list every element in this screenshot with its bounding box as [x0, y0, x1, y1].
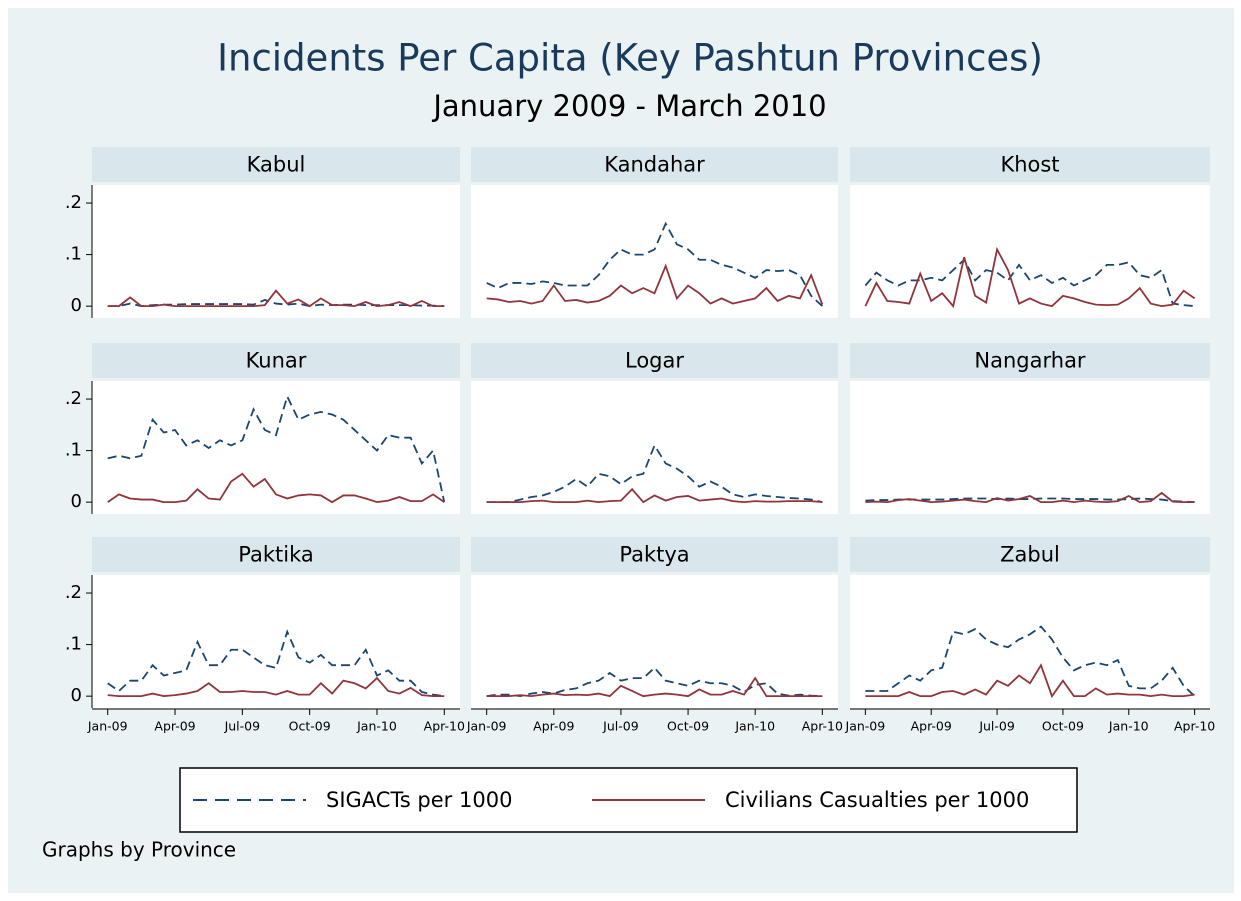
x-tick-label: Oct-09: [1042, 719, 1084, 734]
series-line: [486, 676, 823, 698]
panel-header: [92, 343, 460, 378]
panel-title: Zabul: [1000, 543, 1060, 567]
panel-title: Kandahar: [604, 153, 705, 177]
panel-title: Paktika: [238, 543, 313, 567]
panel-title: Kabul: [247, 153, 306, 177]
x-tick-label: Oct-09: [667, 719, 709, 734]
y-tick-label: .1: [65, 244, 82, 265]
panel-title: Khost: [1000, 153, 1059, 177]
x-tick-label: Apr-10: [1174, 719, 1215, 734]
x-tick-label: Jul-09: [978, 719, 1015, 734]
series-line: [486, 666, 823, 698]
x-tick-label: Jul-09: [224, 719, 261, 734]
y-tick-label: .1: [65, 634, 82, 655]
x-tick-label: Apr-09: [533, 719, 574, 734]
plot-area: [471, 575, 838, 708]
x-tick-label: Oct-09: [289, 719, 331, 734]
x-tick-label: Jan-09: [845, 719, 886, 734]
plot-area: [850, 381, 1210, 514]
series-line: [865, 625, 1196, 697]
y-tick-label: .2: [65, 192, 82, 213]
series-line: [865, 491, 1195, 504]
y-tick-label: 0: [71, 685, 82, 706]
plot-area: [850, 575, 1210, 708]
panel-header: [471, 343, 838, 378]
chart-title: Incidents Per Capita (Key Pashtun Provin…: [217, 37, 1043, 80]
panel-header: [92, 147, 460, 182]
x-tick-label: Jul-09: [602, 719, 639, 734]
plot-area: [850, 185, 1210, 318]
x-tick-label: Apr-10: [424, 719, 465, 734]
panel-title: Kunar: [246, 349, 307, 373]
series-line: [486, 221, 823, 307]
x-tick-label: Jan-09: [87, 719, 128, 734]
plot-area: [471, 185, 838, 318]
series-line: [107, 472, 445, 504]
x-tick-label: Apr-10: [802, 719, 843, 734]
y-tick-label: .2: [65, 582, 82, 603]
x-tick-label: Apr-09: [911, 719, 952, 734]
series-line: [486, 487, 823, 504]
x-tick-label: Jan-10: [734, 719, 775, 734]
panel-title: Nangarhar: [974, 349, 1086, 373]
plot-area: [92, 575, 460, 708]
y-tick-label: .2: [65, 388, 82, 409]
panel-header: [92, 537, 460, 572]
y-tick-label: 0: [71, 295, 82, 316]
y-tick-label: 0: [71, 491, 82, 512]
chart-subtitle: January 2009 - March 2010: [431, 89, 826, 123]
note: Graphs by Province: [42, 838, 236, 862]
series-line: [865, 663, 1195, 699]
series-line: [486, 263, 824, 305]
plot-area: [92, 381, 460, 514]
panel-header: [471, 537, 838, 572]
x-tick-label: Jan-09: [466, 719, 507, 734]
x-tick-label: Apr-09: [154, 719, 195, 734]
series-line: [864, 246, 1196, 309]
legend-label: SIGACTs per 1000: [326, 788, 512, 812]
legend-label: Civilians Casualties per 1000: [725, 788, 1029, 812]
x-tick-label: Jan-10: [1108, 719, 1149, 734]
series-line: [107, 393, 446, 503]
series-line: [865, 497, 1195, 504]
series-line: [107, 676, 445, 698]
panel-title: Logar: [625, 349, 684, 373]
series-line: [107, 629, 445, 698]
series-line: [486, 443, 823, 504]
x-tick-label: Jan-10: [356, 719, 397, 734]
panel-header: [850, 343, 1210, 378]
panel-header: [850, 147, 1210, 182]
panel-title: Paktya: [619, 543, 689, 567]
plot-area: [92, 185, 460, 318]
y-tick-label: .1: [65, 440, 82, 461]
panel-header: [850, 537, 1210, 572]
series-line: [107, 289, 445, 308]
panel-header: [471, 147, 838, 182]
